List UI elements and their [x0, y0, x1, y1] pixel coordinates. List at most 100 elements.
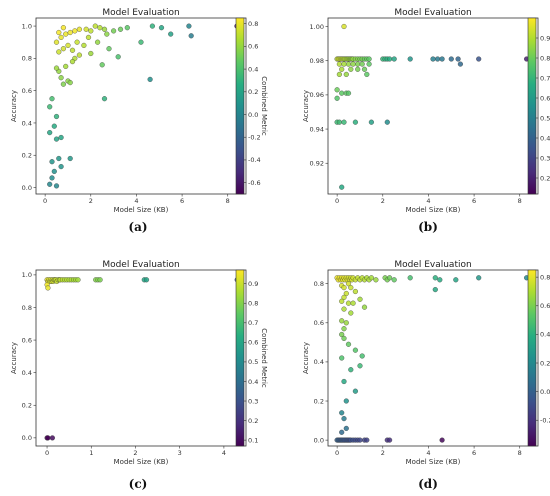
data-point: [74, 39, 80, 45]
data-point: [341, 294, 347, 300]
x-tick-label: 4: [134, 197, 138, 205]
colorbar-tick-label: 0.8: [540, 54, 550, 62]
y-tick-label: 0.2: [22, 402, 32, 410]
data-point: [348, 285, 354, 291]
data-point: [67, 155, 73, 162]
data-point: [476, 275, 482, 281]
colorbar: [235, 17, 245, 195]
x-tick-label: 6: [180, 197, 184, 205]
data-point: [97, 277, 103, 283]
x-tick-label: 2: [89, 197, 93, 205]
data-point: [336, 61, 342, 67]
colorbar-label: Combined Metric: [260, 328, 268, 388]
data-point: [99, 62, 105, 68]
data-point: [56, 29, 62, 36]
colorbar-tick-label: 0.8: [248, 20, 258, 28]
data-point: [51, 168, 57, 174]
data-point: [67, 80, 73, 86]
data-point: [101, 26, 108, 32]
x-tick-label: 8: [226, 197, 230, 205]
data-point: [75, 277, 81, 283]
colorbar-tick-label: 0.6: [248, 43, 258, 51]
colorbar-tick-label: 0.8: [540, 273, 550, 281]
data-point: [69, 47, 76, 53]
data-point: [453, 277, 459, 283]
data-point: [350, 61, 356, 67]
x-axis-label: Model Size (KB): [406, 206, 461, 214]
caption-b: (b): [418, 220, 438, 234]
data-point: [343, 425, 349, 431]
data-point: [430, 56, 436, 62]
colorbar-tick-label: 0.0: [540, 388, 550, 396]
scatter-panel-b: Model Evaluation 0 2 4 6 8 0.92 0.94 0.96 0.98 1.0…: [302, 8, 550, 214]
chart-title: Model Evaluation: [394, 8, 471, 18]
y-tick-label: 0.2: [22, 152, 32, 160]
data-point: [53, 113, 60, 120]
plot-frame: [35, 17, 247, 195]
data-point: [343, 398, 349, 404]
colorbar-tick-label: -0.2: [248, 134, 261, 142]
y-tick-label: 0.0: [314, 436, 324, 444]
data-point: [432, 287, 438, 293]
data-point: [366, 61, 372, 67]
x-tick-label: 3: [178, 449, 182, 457]
y-tick-label: 0.2: [314, 397, 324, 405]
data-point: [457, 61, 463, 67]
y-tick-label: 0.4: [22, 119, 32, 127]
data-point: [88, 28, 94, 34]
colorbar-tick-label: 0.2: [248, 417, 258, 425]
data-point: [357, 437, 363, 443]
data-point: [352, 347, 358, 353]
y-tick-label: 0.94: [310, 125, 324, 133]
y-tick-label: 0.96: [310, 91, 324, 99]
data-point: [339, 331, 345, 338]
data-point: [72, 28, 78, 34]
data-point: [373, 277, 379, 283]
y-tick-label: 0.6: [22, 336, 32, 344]
data-point: [339, 66, 345, 72]
data-point: [345, 281, 352, 287]
colorbar-tick-label: 0.6: [540, 94, 550, 102]
scatter-panel-c: Model Evaluation 0 1 2 3 4 0.0 0.2 0.4 0.6 0.8 1.0 M…: [10, 260, 268, 466]
colorbar-tick-label: 0.4: [540, 134, 550, 142]
data-point: [343, 290, 349, 297]
data-point: [357, 363, 363, 369]
data-point: [339, 429, 345, 435]
colorbar-tick-label: 0.7: [540, 74, 550, 82]
data-point: [339, 318, 345, 324]
data-point: [366, 56, 372, 62]
colorbar-tick-label: 0.5: [540, 114, 550, 122]
data-point: [56, 49, 62, 55]
x-axis-label: Model Size (KB): [114, 458, 169, 466]
data-point: [336, 71, 342, 77]
data-point: [60, 81, 66, 87]
data-point: [341, 306, 347, 312]
colorbar-tick-label: 0.5: [248, 358, 258, 366]
x-tick-label: 0: [335, 197, 339, 205]
data-point: [364, 437, 370, 443]
data-point: [76, 26, 82, 32]
data-point: [348, 310, 354, 316]
data-point: [355, 61, 361, 67]
colorbar-tick-label: -0.6: [248, 179, 261, 187]
data-point: [341, 61, 347, 67]
data-point: [186, 23, 192, 29]
colorbar-tick-label: 0.7: [248, 319, 258, 327]
y-tick-label: 0.4: [314, 358, 324, 366]
data-point: [83, 26, 89, 32]
x-tick-label: 6: [472, 449, 476, 457]
x-tick-label: 2: [381, 449, 385, 457]
caption-c: (c): [129, 477, 148, 491]
data-point: [63, 63, 69, 69]
data-point: [355, 66, 361, 72]
caption-a: (a): [128, 220, 147, 234]
colorbar-tick-label: 0.4: [248, 378, 258, 386]
x-tick-label: 8: [518, 449, 522, 457]
data-point: [168, 31, 174, 37]
y-tick-label: 1.0: [22, 22, 32, 30]
data-point: [339, 90, 345, 96]
scatter-panel-a: Model Evaluation 0 2 4 6 8 0.0 0.2 0.4 0.6 0.8 1.0 M…: [10, 8, 268, 214]
data-point: [88, 50, 94, 57]
colorbar-tick-label: 0.9: [248, 280, 258, 288]
data-point: [138, 39, 144, 45]
